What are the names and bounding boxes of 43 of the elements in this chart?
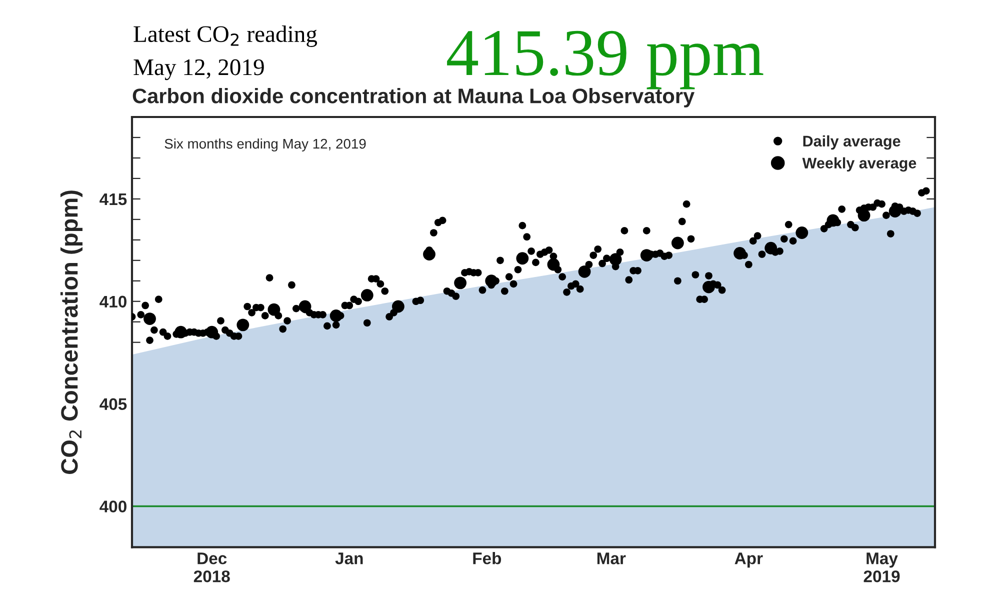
point — [174, 326, 188, 338]
y-tick-label: 400 — [100, 500, 126, 512]
point — [609, 253, 622, 266]
annotation: Six months ending May 12, 2019 — [164, 138, 366, 152]
chart-title: Carbon dioxide concentration at Mauna Loa Observatory — [132, 88, 694, 108]
point — [144, 312, 156, 325]
point — [888, 205, 902, 218]
point — [640, 249, 653, 262]
point — [454, 276, 467, 290]
point — [485, 274, 498, 288]
y-tick-label: 415 — [100, 194, 127, 206]
x-tick-label: Jan — [335, 552, 363, 564]
text: 415.39 ppm — [447, 30, 764, 90]
point — [578, 265, 591, 278]
point — [298, 300, 312, 313]
point — [236, 318, 250, 332]
point — [826, 214, 840, 227]
x-tick-label: Dec 2018 — [194, 552, 230, 582]
y-axis-title: CO$_{2}$ Concentration (ppm) — [60, 190, 82, 474]
point — [671, 236, 684, 250]
point — [516, 252, 529, 265]
point — [423, 248, 436, 260]
point — [547, 258, 560, 271]
x-tick-label: Mar — [597, 552, 626, 564]
legend-label: Daily average — [803, 135, 900, 150]
x-tick-label: May 2019 — [864, 552, 900, 582]
text: May 12, 2019 — [134, 59, 264, 80]
point — [764, 242, 778, 254]
point — [734, 247, 746, 260]
x-tick-label: Apr — [734, 552, 763, 568]
y-tick-label: 405 — [100, 398, 127, 410]
point — [392, 300, 404, 313]
point — [796, 226, 808, 239]
point — [360, 289, 374, 302]
legend-label: Weekly average — [802, 157, 916, 172]
point — [206, 326, 218, 338]
text: Latest CO$_{2}$ reading — [134, 25, 318, 47]
point — [268, 303, 280, 316]
y-tick-label: 410 — [100, 296, 126, 308]
x-tick-label: Feb — [473, 552, 502, 564]
point — [330, 310, 342, 322]
point — [702, 280, 715, 294]
point — [858, 209, 870, 222]
